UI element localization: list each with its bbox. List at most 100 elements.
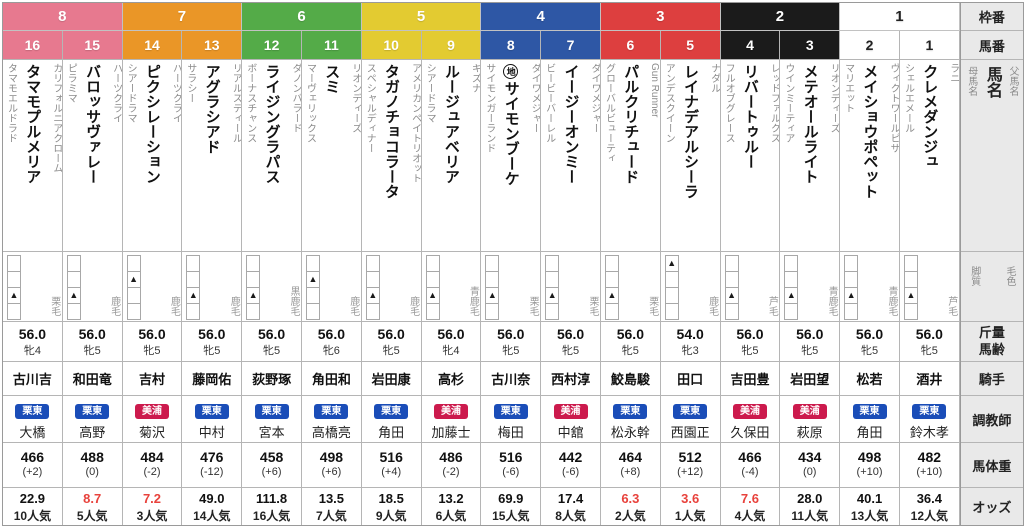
label-horse-number: 馬番	[960, 31, 1023, 60]
coat-color: 栗毛	[48, 296, 60, 316]
horse-name-link[interactable]: メテオールライト	[802, 64, 819, 184]
jockey-name[interactable]: 松若	[840, 362, 899, 396]
trainer-name[interactable]: 西園正	[670, 425, 710, 440]
horse-name-link[interactable]: ルージュアベリア	[443, 64, 460, 184]
jockey-name[interactable]: 古川吉	[3, 362, 62, 396]
jockey-name[interactable]: 岩田康	[361, 362, 421, 396]
body-weight-cell: 482 (+10)	[899, 443, 959, 488]
trainer-name[interactable]: 大橋	[19, 425, 46, 440]
horse-name-link[interactable]: ライジングラパス	[263, 64, 280, 184]
trainer-name[interactable]: 萩原	[796, 425, 823, 440]
horse-number-cell: 9	[421, 31, 481, 60]
running-style-indicator: ▲	[186, 255, 201, 320]
trainer-name[interactable]: 中村	[198, 425, 225, 440]
odds-value[interactable]: 17.4	[557, 491, 584, 506]
carried-weight: 56.0	[78, 326, 106, 342]
horse-name-link[interactable]: タガノチョコラータ	[383, 64, 400, 199]
odds-value[interactable]: 69.9	[498, 491, 524, 506]
label-dam-name: 母馬名	[965, 66, 977, 96]
trainer-name[interactable]: 菊沢	[138, 425, 165, 440]
running-style-indicator: ▲	[66, 255, 81, 320]
style-box-sashi: ▲	[545, 288, 560, 304]
trainer-name[interactable]: 加藤士	[431, 425, 471, 440]
jockey-name[interactable]: 田口	[660, 362, 720, 396]
horse-name-link[interactable]: レイナデアルシーラ	[682, 64, 699, 199]
carried-weight: 56.0	[736, 326, 764, 342]
running-style-indicator: ▲	[365, 255, 380, 320]
trainer-name[interactable]: 宮本	[258, 425, 285, 440]
body-weight: 458	[259, 449, 284, 465]
horse-name-link[interactable]: 地サイモンブーケ	[502, 64, 520, 186]
jockey-name[interactable]: 荻野琢	[242, 362, 301, 396]
body-weight-diff: (-2)	[143, 466, 161, 478]
odds-value[interactable]: 40.1	[856, 491, 883, 506]
trainer-cell: 栗東 梅田	[481, 396, 541, 443]
odds-value[interactable]: 7.2	[142, 491, 162, 506]
jockey-name[interactable]: 酒井	[899, 362, 959, 396]
jockey-name[interactable]: 西村淳	[541, 362, 600, 396]
dam-name: シェルエメール	[902, 63, 914, 133]
horse-name-link[interactable]: バロッサヴァレー	[84, 64, 101, 184]
horse-name-link[interactable]: メイショウポペット	[861, 64, 878, 199]
jockey-name[interactable]: 鮫島駿	[600, 362, 660, 396]
odds-cell: 36.4 12人気	[899, 488, 959, 525]
jockey-name[interactable]: 角田和	[301, 362, 361, 396]
odds-value[interactable]: 3.6	[681, 491, 700, 506]
horse-name-link[interactable]: タマモプルメリア	[24, 64, 41, 184]
jockey-name[interactable]: 和田竜	[62, 362, 122, 396]
odds-cell: 40.1 13人気	[840, 488, 899, 525]
horse-name-cell: カリフォルニアクローム タマモプルメリア タマモエルドラド	[3, 60, 62, 252]
label-carried-weight: 斤量	[978, 325, 1005, 341]
horse-name-link[interactable]: リバートゥルー	[742, 64, 759, 169]
odds-value[interactable]: 22.9	[19, 491, 46, 506]
jockey-name[interactable]: 岩田望	[780, 362, 840, 396]
jockey-name[interactable]: 古川奈	[481, 362, 541, 396]
body-weight-cell: 516 (+4)	[361, 443, 421, 488]
jockey-name[interactable]: 高杉	[421, 362, 481, 396]
trainer-name[interactable]: 梅田	[497, 425, 524, 440]
odds-value[interactable]: 13.2	[438, 491, 464, 506]
trainer-name[interactable]: 高橋亮	[311, 425, 351, 440]
odds-value[interactable]: 6.3	[621, 491, 640, 506]
odds-value[interactable]: 28.0	[797, 491, 823, 506]
trainer-name[interactable]: 松永幹	[610, 425, 650, 440]
trainer-name[interactable]: 角田	[378, 425, 405, 440]
horse-name-link[interactable]: アグラシアド	[204, 64, 221, 154]
odds-value[interactable]: 7.6	[740, 491, 759, 506]
jockey-name[interactable]: 吉村	[122, 362, 182, 396]
horse-name-link[interactable]: イージーオンミー	[562, 64, 579, 184]
running-style-indicator: ▲	[7, 255, 21, 320]
trainer-cell: 美浦 菊沢	[122, 396, 182, 443]
sire-name: ダノンバラード	[289, 63, 301, 133]
frame-header-cell: 4	[481, 3, 601, 31]
odds-value[interactable]: 49.0	[199, 491, 225, 506]
trainer-name[interactable]: 久保田	[730, 425, 770, 440]
style-box-senko	[365, 272, 380, 288]
trainer-name[interactable]: 高野	[79, 425, 106, 440]
style-box-nige	[545, 255, 560, 272]
horse-name-link[interactable]: クレメダンジュ	[921, 64, 938, 169]
odds-value[interactable]: 13.5	[318, 491, 345, 506]
style-box-oikomi	[365, 304, 380, 320]
horse-name-link[interactable]: パルクリチュード	[622, 64, 639, 184]
horse-name-link[interactable]: スミ	[323, 64, 340, 94]
odds-value[interactable]: 111.8	[256, 491, 288, 506]
odds-value[interactable]: 18.5	[378, 491, 404, 506]
horse-column: 6 Gun Runner パルクリチュード グローバルビューティ ▲ 栗毛 56…	[600, 31, 661, 525]
trainer-cell: 栗東 西園正	[660, 396, 720, 443]
trainer-name[interactable]: 鈴木孝	[909, 425, 949, 440]
trainer-name[interactable]: 中舘	[557, 425, 584, 440]
horse-name-link[interactable]: ピクシレーション	[144, 64, 161, 184]
odds-value[interactable]: 36.4	[916, 491, 942, 506]
style-box-oikomi	[664, 304, 679, 320]
trainer-name[interactable]: 角田	[856, 425, 883, 440]
style-box-oikomi	[844, 304, 859, 320]
jockey-name[interactable]: 藤岡佑	[182, 362, 242, 396]
trainer-cell: 栗東 角田	[361, 396, 421, 443]
jockey-name[interactable]: 吉田豊	[720, 362, 780, 396]
horse-column: 16 カリフォルニアクローム タマモプルメリア タマモエルドラド ▲ 栗毛 56…	[3, 31, 63, 525]
body-weight-diff: (+6)	[321, 466, 342, 478]
style-box-nige	[66, 255, 81, 272]
running-style-cell: ▲ 青鹿毛	[780, 252, 840, 322]
odds-value[interactable]: 8.7	[83, 491, 102, 506]
